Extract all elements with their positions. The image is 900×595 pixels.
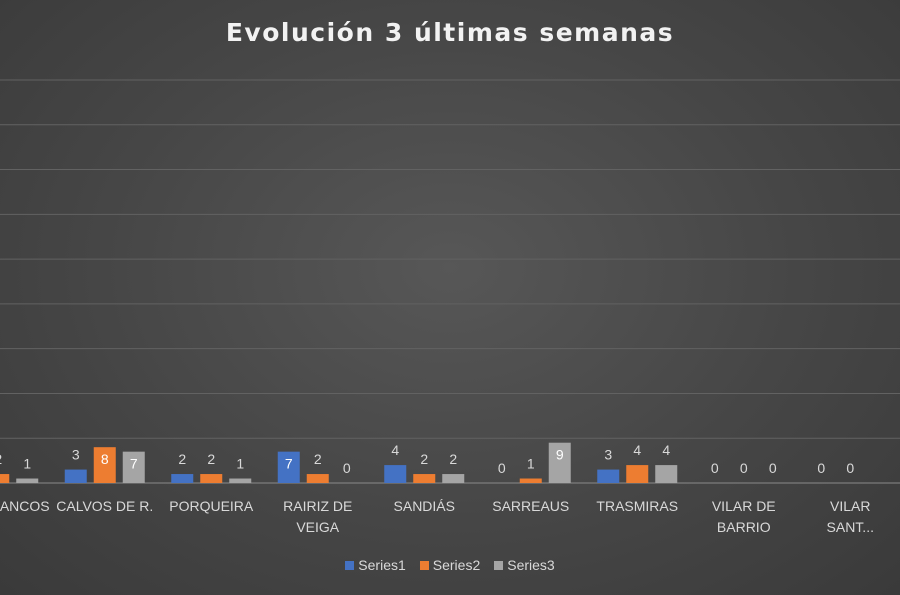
- x-tick-label: RAIRIZ DE VEIGA: [283, 498, 352, 535]
- legend-swatch: [345, 560, 355, 570]
- legend-swatch: [419, 560, 429, 570]
- gridlines: [0, 79, 900, 439]
- data-label: 0: [343, 460, 351, 476]
- bar-series2: [93, 447, 116, 483]
- bar-series2: [200, 474, 223, 483]
- data-label: 0: [846, 460, 854, 476]
- data-label: 1: [236, 456, 244, 472]
- bar-series3: [548, 442, 571, 483]
- bar-series3: [16, 478, 39, 483]
- data-label: 7: [130, 456, 138, 472]
- legend-swatch: [494, 560, 504, 570]
- chart-title: Evolución 3 últimas semanas: [225, 18, 675, 47]
- data-label: 7: [285, 456, 293, 472]
- bar-series3: [229, 478, 252, 483]
- data-label: 0: [769, 460, 777, 476]
- bar-series1: [277, 451, 300, 483]
- x-tick-label: VILAR DE BARRIO: [712, 498, 776, 535]
- data-label: 3: [72, 447, 80, 463]
- legend-label: Series2: [432, 557, 481, 573]
- data-label: 9: [556, 447, 564, 463]
- legend-item: Series1: [345, 557, 406, 573]
- data-label: 4: [662, 442, 670, 458]
- x-tick-label: PORQUEIRA: [169, 498, 254, 514]
- bar-series2: [626, 465, 649, 483]
- data-label: 2: [314, 451, 322, 467]
- bar-series1: [171, 474, 194, 483]
- legend: Series1 Series2 Series3: [0, 557, 900, 573]
- data-label: 4: [391, 442, 399, 458]
- bar-series2: [306, 474, 329, 483]
- data-label: 0: [711, 460, 719, 476]
- bar-series1: [384, 465, 407, 483]
- x-tick-label: TRASMIRAS: [596, 498, 678, 514]
- data-label: 2: [420, 451, 428, 467]
- legend-item: Series2: [419, 557, 481, 573]
- x-tick-label: SANDIÁS: [394, 498, 455, 514]
- data-label: 8: [101, 451, 109, 467]
- bar-series2: [413, 474, 436, 483]
- bar-series3: [442, 474, 465, 483]
- x-tick-label: ...OS BLANCOS: [0, 498, 50, 514]
- bar-series1: [64, 469, 87, 483]
- bar-series3: [122, 451, 145, 483]
- bar-series2: [0, 474, 10, 483]
- legend-item: Series3: [494, 557, 555, 573]
- legend-label: Series3: [507, 557, 555, 573]
- bar-series1: [597, 469, 620, 483]
- x-tick-label: VILAR SANT...: [827, 498, 874, 535]
- bar-series2: [519, 478, 542, 483]
- bar-series3: [655, 465, 678, 483]
- data-label: 2: [207, 451, 215, 467]
- data-label: 1: [23, 456, 31, 472]
- data-label: 0: [817, 460, 825, 476]
- data-label: 0: [740, 460, 748, 476]
- data-label: 1: [527, 456, 535, 472]
- x-tick-label: SARREAUS: [492, 498, 569, 514]
- data-label: 2: [0, 451, 2, 467]
- data-label: 4: [633, 442, 641, 458]
- data-label: 0: [498, 460, 506, 476]
- data-label: 2: [449, 451, 457, 467]
- x-tick-label: CALVOS DE R.: [56, 498, 153, 514]
- data-label: 3: [604, 447, 612, 463]
- data-label: 2: [178, 451, 186, 467]
- legend-label: Series1: [358, 557, 406, 573]
